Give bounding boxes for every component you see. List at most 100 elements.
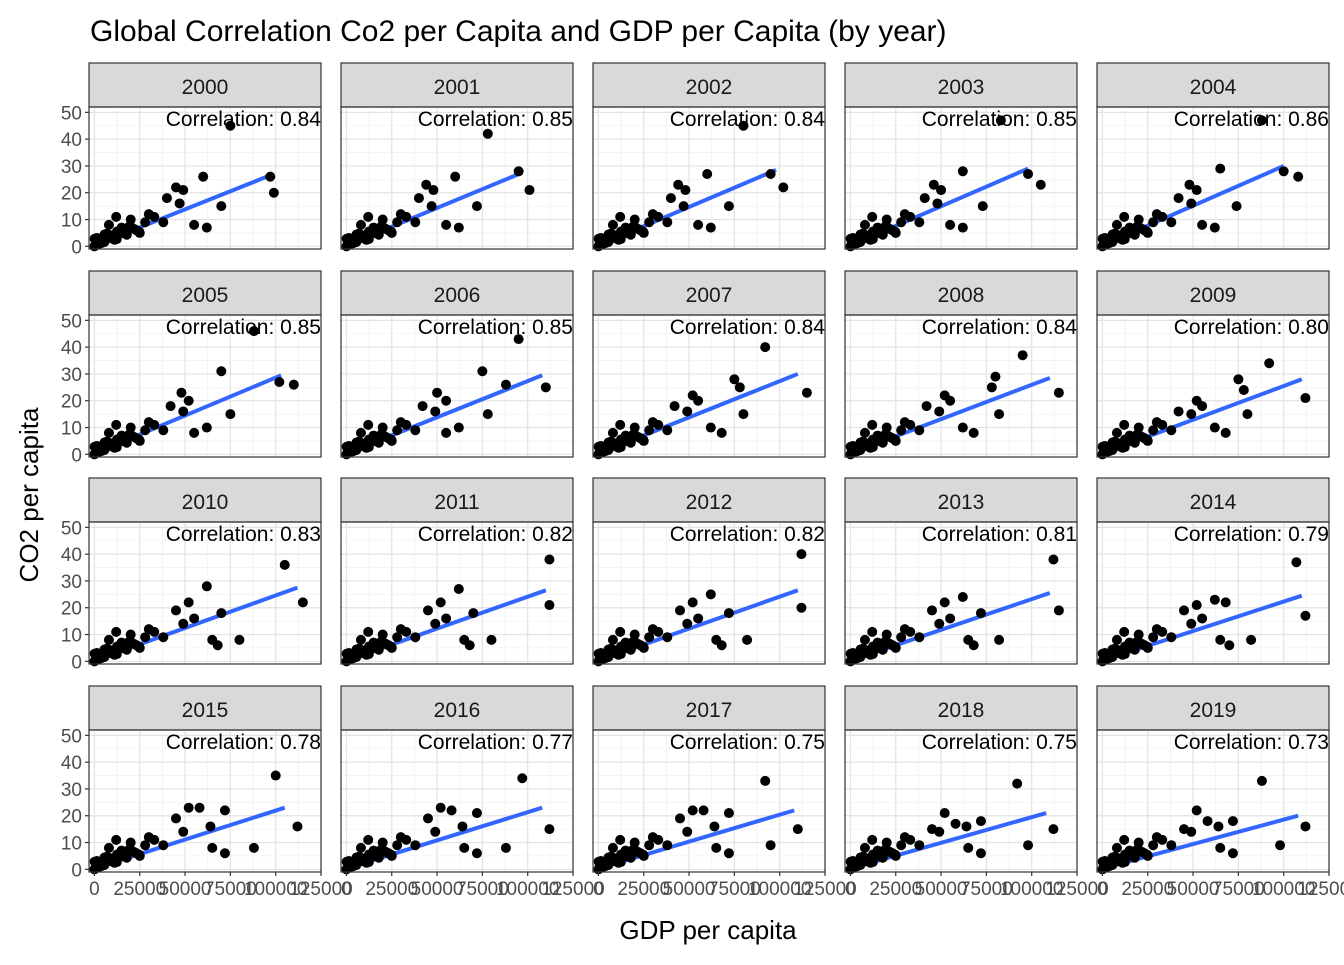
- panel-2000-point: [111, 211, 122, 222]
- panel-2008-point: [859, 427, 870, 438]
- panel-2006-point: [368, 430, 379, 441]
- panel-2008-strip-label: 2008: [938, 284, 985, 307]
- panel-2001-point: [421, 179, 432, 190]
- panel-2016-point: [457, 821, 468, 832]
- panel-2014-point: [1197, 613, 1208, 624]
- panel-2012-point: [629, 629, 640, 640]
- panel-2018-point: [1012, 778, 1023, 789]
- panel-2000-point: [201, 222, 212, 233]
- panel-2015-point: [94, 861, 105, 872]
- panel-2014: 2014 Correlation: 0.79: [1096, 477, 1330, 667]
- panel-2002-point: [607, 219, 618, 230]
- panel-2017-x-tick-label: 100000: [748, 879, 811, 900]
- panel-2017-point: [675, 813, 685, 824]
- panel-2011-point: [453, 583, 464, 594]
- panel-2004-strip-label: 2004: [1190, 76, 1237, 99]
- panel-2013: 2013 Correlation: 0.81: [844, 477, 1078, 667]
- panel-2011-point: [544, 600, 555, 611]
- panel-2018-point: [863, 853, 874, 864]
- panel-2017-point: [709, 821, 720, 832]
- panel-2016-point: [517, 773, 528, 784]
- panel-2001-point: [482, 128, 493, 139]
- panel-2016-point: [500, 842, 511, 853]
- panel-2016-point: [544, 824, 555, 835]
- panel-2013-point: [867, 626, 878, 637]
- panel-2003-point: [859, 219, 870, 230]
- panel-2012-point: [796, 549, 807, 560]
- panel-2010-point: [158, 632, 169, 643]
- panel-2010-point: [149, 626, 160, 637]
- panel-2019-strip-label: 2019: [1190, 699, 1237, 722]
- panel-2011-point: [486, 634, 497, 645]
- panel-2010-strip: [88, 477, 322, 523]
- panel-2017-point: [698, 805, 709, 816]
- panel-2016-x-tick-label: 100000: [496, 879, 559, 900]
- panel-2005-point: [103, 427, 114, 438]
- panel-2005-point: [165, 401, 176, 412]
- panel-2010-strip-label: 2010: [182, 491, 229, 514]
- panel-2003-border: [844, 106, 1078, 250]
- panel-2019-point: [1148, 840, 1159, 851]
- panel-2003-point: [932, 198, 943, 209]
- panel-2014-point: [1179, 605, 1189, 616]
- panel-2000-point: [94, 238, 105, 249]
- panel-2008-point: [872, 430, 883, 441]
- panel-2018-x-tick-label: 125000: [1045, 879, 1108, 900]
- panel-2012-strip-label: 2012: [686, 491, 733, 514]
- panel-2010-point: [183, 597, 194, 608]
- panel-2005-y-tick-label: 0: [71, 445, 82, 466]
- panel-2018-strip: [844, 685, 1078, 731]
- panel-2007-point: [801, 387, 812, 398]
- panel-2010-y-tick-label: 30: [61, 572, 82, 593]
- panel-2013-point: [1053, 605, 1064, 616]
- panel-2001-point: [363, 211, 374, 222]
- panel-2017-strip-label: 2017: [686, 699, 733, 722]
- panel-2004-point: [1111, 219, 1122, 230]
- panel-2004-point: [1209, 222, 1220, 233]
- panel-2001-point: [368, 222, 379, 233]
- panel-2016-point: [392, 840, 403, 851]
- panel-2013-point: [872, 637, 883, 648]
- panel-2014-point: [1224, 640, 1235, 651]
- panel-2010-point: [107, 645, 118, 656]
- panel-2019-strip: [1096, 685, 1330, 731]
- panel-2008-point: [945, 395, 956, 406]
- panel-2002-point: [673, 179, 684, 190]
- panel-2019-point: [1157, 834, 1168, 845]
- panel-2013-point: [994, 634, 1005, 645]
- panel-2018-x-tick-label: 75000: [960, 879, 1013, 900]
- panel-2018-strip-label: 2018: [938, 699, 985, 722]
- panel-2017-point: [765, 840, 776, 851]
- panel-2002-point: [629, 214, 640, 225]
- panel-2009-strip-label: 2009: [1190, 284, 1237, 307]
- panel-2007-point: [662, 425, 673, 436]
- panel-2012-point: [693, 613, 704, 624]
- panel-2010-y-tick-label: 40: [61, 545, 82, 566]
- panel-2008-point: [914, 425, 925, 436]
- panel-2011-point: [468, 608, 479, 619]
- panel-2010-point: [134, 642, 145, 653]
- panel-2016-point: [363, 834, 374, 845]
- panel-2011-point: [355, 634, 366, 645]
- panel-2012-strip: [592, 477, 826, 523]
- panel-2011-point: [392, 632, 403, 643]
- panel-2012-point: [662, 632, 673, 643]
- panel-2004-point: [1231, 201, 1242, 212]
- panel-2017-point: [638, 850, 649, 861]
- panel-2003-point: [957, 166, 968, 177]
- panel-2010-point: [234, 634, 245, 645]
- panel-2010: 2010 Correlation: 0.83 0 10 20 30 40 50: [61, 477, 322, 673]
- panel-2006-point: [346, 446, 357, 457]
- panel-2001-point: [386, 227, 397, 238]
- panel-2010-border: [88, 521, 322, 665]
- panel-2019-point: [1133, 837, 1144, 848]
- panel-2008-point: [990, 371, 1001, 382]
- panel-2009-point: [1119, 419, 1130, 430]
- panel-2013-point: [975, 608, 986, 619]
- panel-2003-point: [872, 222, 883, 233]
- panel-2016-point: [410, 840, 421, 851]
- panel-2017-point: [611, 853, 622, 864]
- panel-2000-y-tick-label: 40: [61, 130, 82, 151]
- panel-2002-point: [644, 217, 655, 228]
